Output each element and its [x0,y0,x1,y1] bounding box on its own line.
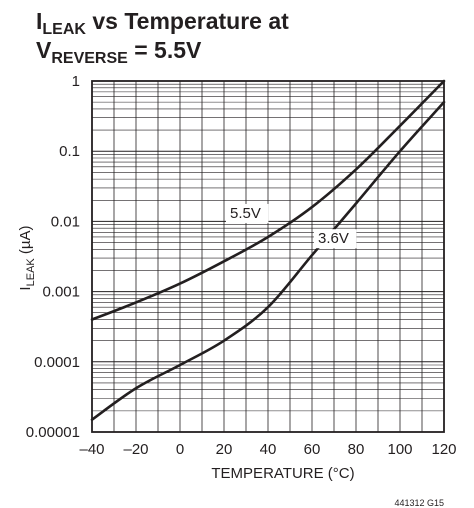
figure-id: 441312 G15 [394,498,444,508]
x-tick-label: –20 [123,441,148,458]
x-tick-label: –40 [79,441,104,458]
series-line-5-5v [90,79,446,321]
y-tick-label: 0.0001 [34,354,80,371]
x-tick-label: 40 [260,441,277,458]
x-tick-label: 60 [304,441,321,458]
series-label-3-6v: 3.6V [318,230,349,247]
chart-title-line-2: VREVERSE = 5.5V [36,37,202,67]
y-axis-label: ILEAK (µA) [17,225,37,290]
x-tick-labels: –40 –20 0 20 40 60 80 100 120 [79,441,456,458]
plot-grid [91,81,445,433]
x-tick-label: 120 [431,441,456,458]
plot-frame [91,80,445,433]
x-axis-label: TEMPERATURE (°C) [211,465,354,482]
data-series: 5.5V 3.6V [90,79,446,421]
series-label-5-5v: 5.5V [230,205,261,222]
y-tick-label: 0.00001 [26,424,80,441]
y-tick-labels: 0.00001 0.0001 0.001 0.01 0.1 1 [26,73,80,441]
series-line-3-6v [90,100,446,421]
x-tick-label: 80 [348,441,365,458]
y-tick-label: 1 [72,73,80,90]
x-tick-label: 0 [176,441,184,458]
series-label-bg [226,203,269,223]
y-tick-label: 0.1 [59,143,80,160]
y-tick-label: 0.001 [42,284,80,301]
x-tick-label: 100 [387,441,412,458]
y-tick-label: 0.01 [51,213,80,230]
series-label-bg [314,229,357,249]
chart-title-line-1: ILEAK vs Temperature at [36,8,289,38]
x-tick-label: 20 [216,441,233,458]
